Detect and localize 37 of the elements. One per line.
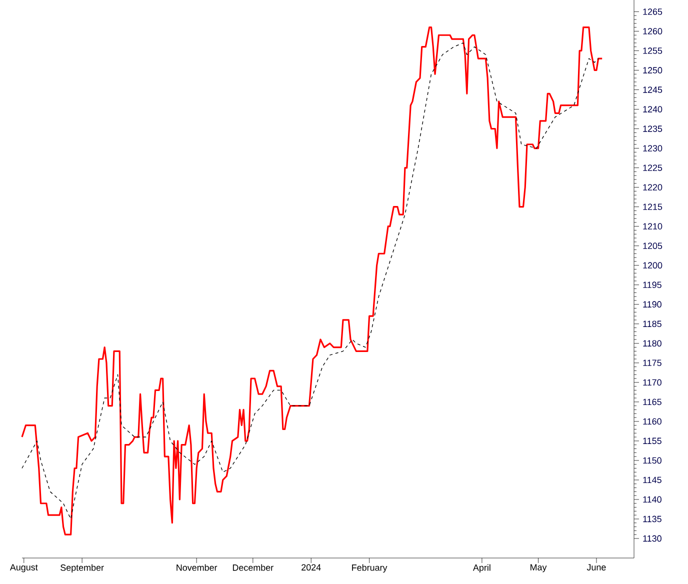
y-tick-label: 1230 [643,145,662,152]
y-tick-label: 1145 [643,476,662,484]
y-tick-label: 1220 [643,184,662,190]
x-tick-label: April [472,564,490,573]
y-tick-label: 1265 [643,8,662,15]
y-tick-label: 1190 [643,301,662,308]
y-tick-label: 1185 [643,320,662,328]
y-tick-label: 1200 [643,262,662,269]
y-tick-label: 1180 [643,340,662,347]
x-tick-label: September [60,564,104,573]
y-tick-label: 1210 [643,223,662,230]
x-tick-label: 2024 [302,564,321,571]
x-tick-label: November [176,564,218,571]
x-tick-label: June [586,564,606,570]
y-tick-label: 1195 [643,282,662,288]
y-tick-label: 1155 [643,438,662,444]
y-tick-label: 1170 [643,379,662,386]
x-tick-label: August [10,564,38,572]
y-tick-label: 1130 [643,535,662,542]
x-tick-label: December [232,564,274,571]
y-tick-label: 1205 [643,242,662,250]
y-tick-label: 1165 [643,398,662,406]
y-tick-label: 1215 [643,204,662,210]
y-tick-label: 1235 [643,126,662,132]
y-tick-label: 1255 [643,48,662,54]
y-tick-label: 1245 [643,86,662,93]
x-tick-label: February [352,564,388,573]
y-tick-label: 1140 [643,496,662,503]
y-tick-label: 1175 [643,360,662,366]
y-tick-label: 1250 [643,67,662,74]
y-tick-label: 1160 [643,418,662,425]
y-tick-label: 1240 [643,106,662,112]
y-tick-label: 1135 [643,516,662,522]
y-tick-label: 1150 [643,457,662,464]
y-tick-label: 1260 [643,28,662,34]
y-tick-label: 1225 [643,164,662,171]
x-tick-label: May [530,564,547,572]
